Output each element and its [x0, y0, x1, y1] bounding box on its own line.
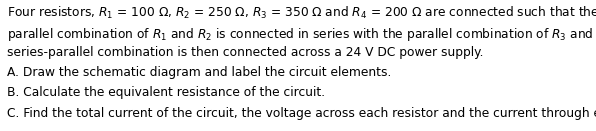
Text: B. Calculate the equivalent resistance of the circuit.: B. Calculate the equivalent resistance o…: [7, 86, 325, 99]
Text: C. Find the total current of the circuit, the voltage across each resistor and t: C. Find the total current of the circuit…: [7, 107, 596, 120]
Text: series-parallel combination is then connected across a 24 V DC power supply.: series-parallel combination is then conn…: [7, 46, 483, 59]
Text: parallel combination of $R_1$ and $R_2$ is connected in series with the parallel: parallel combination of $R_1$ and $R_2$ …: [7, 26, 596, 43]
Text: Four resistors, $R_1$ = 100 Ω, $R_2$ = 250 Ω, $R_3$ = 350 Ω and $R_4$ = 200 Ω ar: Four resistors, $R_1$ = 100 Ω, $R_2$ = 2…: [7, 5, 596, 21]
Text: A. Draw the schematic diagram and label the circuit elements.: A. Draw the schematic diagram and label …: [7, 66, 392, 79]
